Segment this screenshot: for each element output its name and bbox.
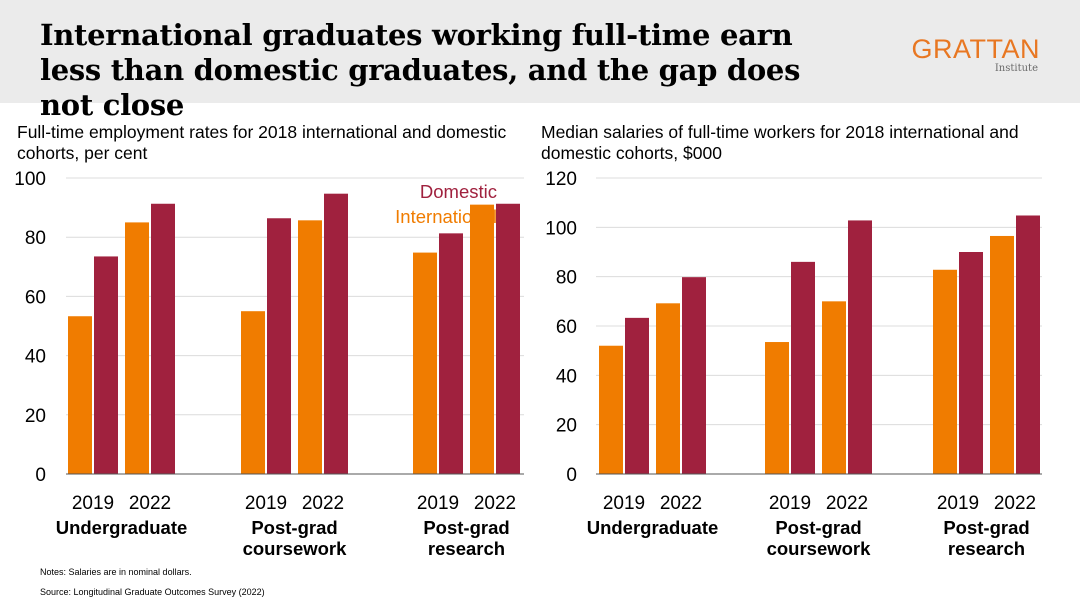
x-year-label: 2019 bbox=[769, 493, 811, 514]
x-group-label: Post-grad bbox=[775, 517, 861, 538]
bar-international-2019 bbox=[413, 252, 437, 474]
bar-international-2019 bbox=[599, 345, 623, 474]
y-tick-label: 40 bbox=[25, 347, 46, 368]
right-chart-title: Median salaries of full-time workers for… bbox=[541, 122, 1019, 163]
bar-domestic-2019 bbox=[959, 252, 983, 474]
x-year-label: 2019 bbox=[417, 493, 459, 514]
x-year-label: 2022 bbox=[826, 493, 868, 514]
bar-international-2022 bbox=[990, 235, 1014, 474]
bar-domestic-2022 bbox=[496, 203, 520, 474]
bar-domestic-2022 bbox=[324, 193, 348, 475]
bar-domestic-2022 bbox=[1016, 215, 1040, 474]
bar-international-2019 bbox=[933, 269, 957, 474]
y-tick-label: 100 bbox=[545, 218, 577, 239]
employment-rate-chart: 0 20 40 60 80 100 2019 2022 Undergraduate 2019 202… bbox=[14, 169, 524, 559]
bar-domestic-2019 bbox=[267, 218, 291, 474]
logo-main-text: GRATTAN bbox=[911, 34, 1040, 64]
logo-sub-text: Institute bbox=[994, 63, 1038, 74]
bar-international-2022 bbox=[656, 303, 680, 474]
x-group-label: coursework bbox=[767, 538, 872, 559]
x-year-label: 2019 bbox=[245, 493, 287, 514]
legend-international: International bbox=[395, 206, 497, 227]
x-year-label: 2022 bbox=[994, 493, 1036, 514]
y-tick-label: 120 bbox=[545, 169, 577, 190]
bar-international-2022 bbox=[822, 301, 846, 474]
bar-international-2022 bbox=[298, 220, 322, 474]
y-tick-label: 80 bbox=[25, 228, 46, 249]
x-group-label: Post-grad bbox=[943, 517, 1029, 538]
x-year-label: 2019 bbox=[937, 493, 979, 514]
y-tick-label: 40 bbox=[556, 366, 577, 387]
x-year-label: 2022 bbox=[474, 493, 516, 514]
page-title: International graduates working full-tim… bbox=[40, 18, 801, 122]
x-group-label: research bbox=[948, 538, 1025, 559]
x-year-label: 2022 bbox=[302, 493, 344, 514]
y-tick-label: 20 bbox=[25, 406, 46, 427]
x-group-label: research bbox=[428, 538, 505, 559]
x-group-label: Undergraduate bbox=[587, 517, 719, 538]
x-group-label: coursework bbox=[243, 538, 348, 559]
y-tick-label: 60 bbox=[556, 317, 577, 338]
bar-international-2019 bbox=[765, 342, 789, 474]
bar-international-2019 bbox=[241, 311, 265, 474]
bar-domestic-2022 bbox=[682, 277, 706, 474]
bar-domestic-2019 bbox=[791, 261, 815, 474]
y-tick-label: 60 bbox=[25, 287, 46, 308]
x-group-label: Post-grad bbox=[423, 517, 509, 538]
grattan-logo: GRATTAN Institute bbox=[906, 36, 1040, 75]
x-year-label: 2022 bbox=[660, 493, 702, 514]
x-group-label: Post-grad bbox=[251, 517, 337, 538]
bar-domestic-2019 bbox=[439, 233, 463, 474]
bar-domestic-2022 bbox=[151, 203, 175, 474]
legend-domestic: Domestic bbox=[420, 181, 497, 202]
y-tick-label: 0 bbox=[566, 465, 577, 486]
bar-domestic-2019 bbox=[625, 317, 649, 474]
y-tick-label: 20 bbox=[556, 416, 577, 437]
footer-source: Source: Longitudinal Graduate Outcomes S… bbox=[40, 587, 265, 597]
x-year-label: 2022 bbox=[129, 493, 171, 514]
left-chart-title: Full-time employment rates for 2018 inte… bbox=[17, 122, 507, 163]
y-tick-label: 80 bbox=[556, 268, 577, 289]
y-tick-label: 100 bbox=[14, 169, 46, 190]
header-banner: International graduates working full-tim… bbox=[0, 0, 1080, 122]
bar-international-2022 bbox=[470, 204, 494, 474]
x-group-label: Undergraduate bbox=[56, 517, 188, 538]
x-year-label: 2019 bbox=[603, 493, 645, 514]
y-tick-label: 0 bbox=[35, 465, 46, 486]
footer-notes: Notes: Salaries are in nominal dollars. bbox=[40, 567, 192, 577]
bar-international-2022 bbox=[125, 222, 149, 474]
bar-domestic-2022 bbox=[848, 220, 872, 474]
bar-domestic-2019 bbox=[94, 256, 118, 474]
x-year-label: 2019 bbox=[72, 493, 114, 514]
bar-international-2019 bbox=[68, 316, 92, 474]
